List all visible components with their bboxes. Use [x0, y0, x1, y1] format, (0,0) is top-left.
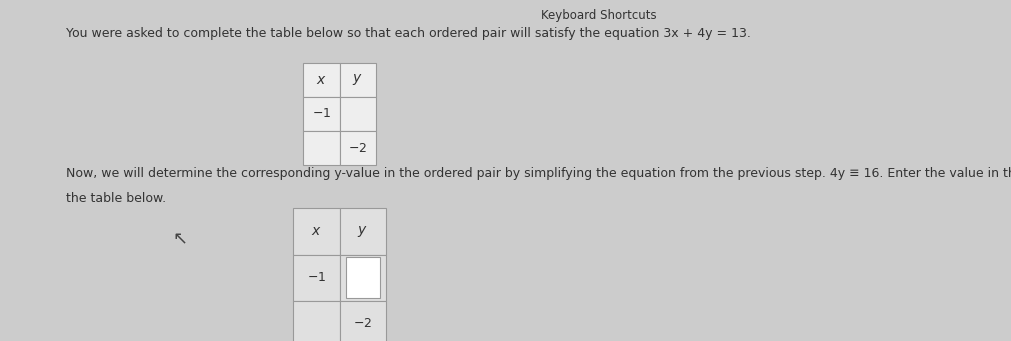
Bar [345, 257, 379, 298]
Bar [293, 254, 340, 301]
Text: $-2$: $-2$ [353, 317, 372, 330]
Text: Now, we will determine the corresponding y-value in the ordered pair by simplify: Now, we will determine the corresponding… [66, 167, 1011, 180]
Bar [303, 131, 340, 165]
Text: $-1$: $-1$ [311, 107, 331, 120]
Text: Keyboard Shortcuts: Keyboard Shortcuts [540, 9, 655, 22]
Bar [303, 97, 340, 131]
Bar [293, 208, 340, 254]
Bar [340, 254, 385, 301]
Bar [340, 62, 375, 97]
Bar [303, 62, 340, 97]
Text: $x$: $x$ [315, 73, 327, 87]
Text: $x$: $x$ [311, 224, 321, 238]
Text: $y$: $y$ [357, 224, 368, 239]
Text: the table below.: the table below. [66, 192, 166, 205]
Text: $y$: $y$ [352, 72, 363, 87]
Text: $-1$: $-1$ [306, 271, 326, 284]
Bar [293, 301, 340, 341]
Bar [340, 301, 385, 341]
Text: $-2$: $-2$ [348, 142, 367, 154]
Text: ↖: ↖ [173, 231, 188, 249]
Text: You were asked to complete the table below so that each ordered pair will satisf: You were asked to complete the table bel… [66, 27, 750, 40]
Bar [340, 131, 375, 165]
Bar [340, 208, 385, 254]
Bar [340, 97, 375, 131]
